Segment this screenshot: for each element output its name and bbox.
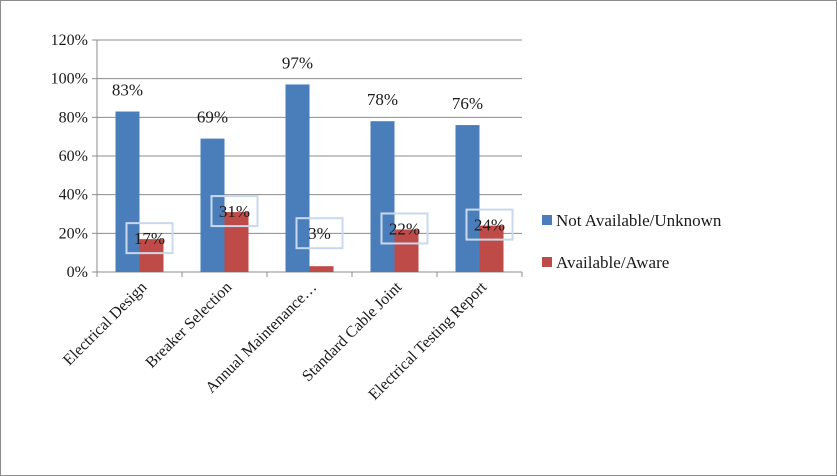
- bar-available: [479, 225, 504, 272]
- bar-not-available: [370, 121, 395, 272]
- y-tick-label: 0%: [67, 264, 88, 281]
- bar-available: [224, 212, 249, 272]
- data-label-box: [125, 222, 174, 255]
- bar-available: [309, 266, 334, 272]
- data-label-box: [380, 212, 429, 245]
- legend-swatch: [542, 215, 552, 225]
- bar-available: [139, 239, 164, 272]
- data-label: 3%: [308, 224, 331, 243]
- y-axis-ticks: 0% 20% 40% 60% 80% 100% 120%: [51, 32, 88, 281]
- legend: Not Available/Unknown Available/Aware: [542, 211, 722, 272]
- y-tick-label: 120%: [51, 32, 88, 49]
- y-tick-label: 100%: [51, 71, 88, 88]
- data-label: 78%: [367, 90, 398, 109]
- data-label-box: [295, 217, 344, 250]
- bars: [115, 84, 504, 273]
- data-label: 17%: [134, 229, 165, 248]
- data-labels: 83% 17% 69% 31% 97% 3% 78% 22% 76% 24%: [112, 53, 514, 255]
- data-label: 31%: [219, 202, 250, 221]
- y-tick-label: 20%: [59, 225, 88, 242]
- data-label: 83%: [112, 81, 143, 100]
- y-tick-label: 40%: [59, 187, 88, 204]
- data-label: 22%: [389, 219, 420, 238]
- bar-not-available: [455, 125, 480, 272]
- legend-label: Available/Aware: [556, 253, 669, 272]
- data-label: 24%: [474, 216, 505, 235]
- data-label: 69%: [197, 108, 228, 127]
- legend-swatch: [542, 257, 552, 267]
- data-label: 76%: [452, 94, 483, 113]
- data-label: 97%: [282, 53, 313, 72]
- y-tick-label: 60%: [59, 148, 88, 165]
- legend-label: Not Available/Unknown: [556, 211, 722, 230]
- data-label-box: [465, 208, 514, 241]
- y-tick-label: 80%: [59, 109, 88, 126]
- data-label-box: [210, 195, 259, 228]
- bar-available: [394, 229, 419, 272]
